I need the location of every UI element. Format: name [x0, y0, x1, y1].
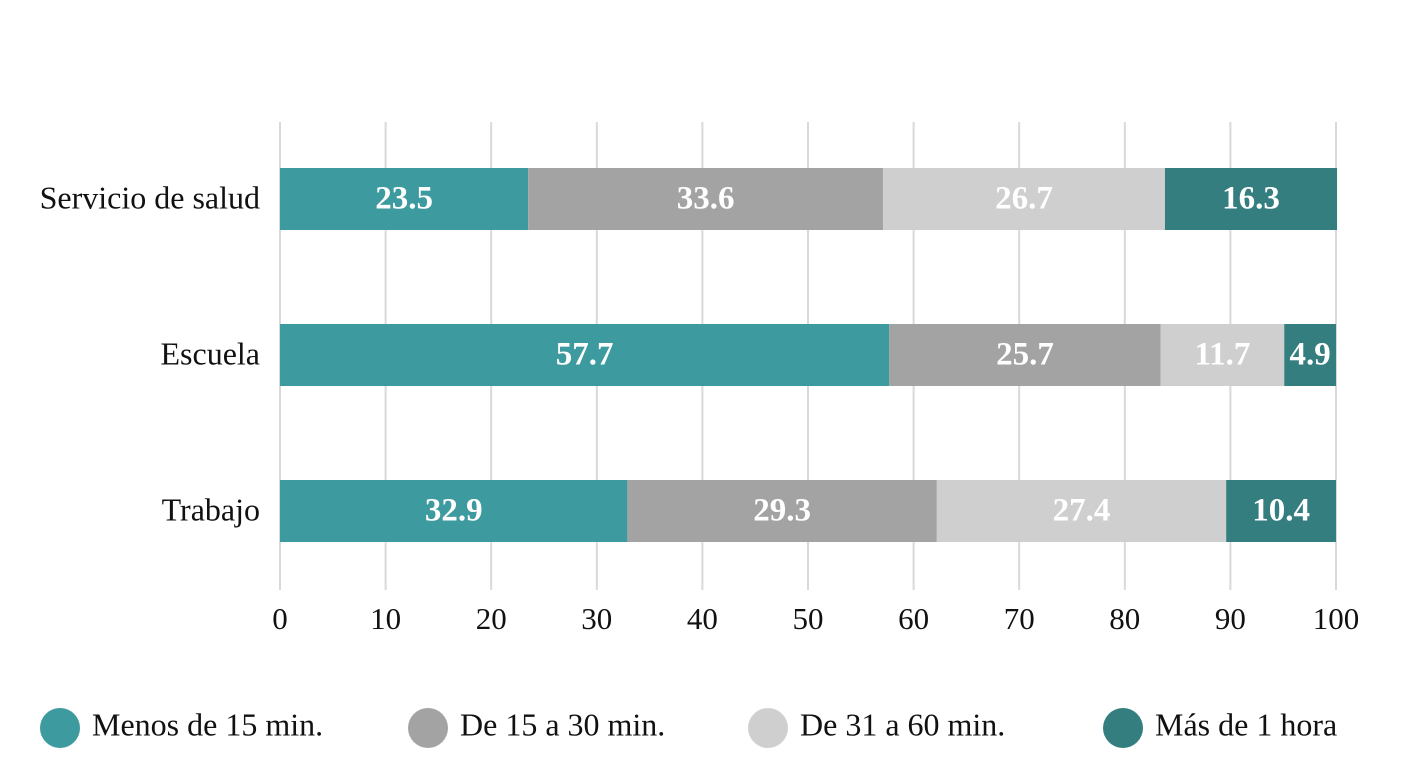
- data-label: 32.9: [425, 493, 483, 529]
- x-tick-label: 20: [476, 601, 507, 636]
- data-label: 11.7: [1195, 337, 1251, 373]
- x-tick-label: 0: [272, 601, 288, 636]
- legend-marker: [408, 708, 448, 748]
- legend-marker: [1103, 708, 1143, 748]
- legend-marker: [40, 708, 80, 748]
- data-label: 27.4: [1053, 493, 1111, 529]
- bar-segment: [889, 324, 1161, 386]
- y-tick-label: Servicio de salud: [40, 179, 260, 215]
- x-tick-label: 70: [1004, 601, 1035, 636]
- data-label: 16.3: [1222, 181, 1280, 217]
- data-label: 25.7: [996, 337, 1054, 373]
- data-label: 57.7: [556, 337, 614, 373]
- data-label: 10.4: [1252, 493, 1310, 529]
- bar-segment: [936, 480, 1227, 542]
- bar-segment: [1164, 168, 1338, 230]
- y-tick-label: Escuela: [161, 335, 261, 371]
- x-tick-label: 10: [370, 601, 401, 636]
- y-tick-label: Trabajo: [162, 491, 260, 527]
- x-tick-label: 40: [687, 601, 718, 636]
- x-tick-label: 100: [1313, 601, 1360, 636]
- legend-label: Menos de 15 min.: [92, 706, 323, 742]
- bar-segment: [528, 168, 883, 230]
- data-label: 23.5: [375, 181, 433, 217]
- x-tick-label: 50: [793, 601, 824, 636]
- bar-segment: [1160, 324, 1285, 386]
- data-label: 26.7: [995, 181, 1053, 217]
- data-label: 4.9: [1290, 337, 1331, 373]
- bar-segment: [627, 480, 937, 542]
- data-label: 33.6: [677, 181, 735, 217]
- legend-label: Más de 1 hora: [1155, 706, 1337, 742]
- bar-segment: [280, 480, 628, 542]
- legend-label: De 31 a 60 min.: [800, 706, 1005, 742]
- data-label: 29.3: [753, 493, 811, 529]
- bar-segment: [882, 168, 1165, 230]
- x-tick-label: 90: [1215, 601, 1246, 636]
- bar-segment: [1284, 324, 1336, 386]
- x-tick-label: 60: [898, 601, 929, 636]
- bar-segment: [280, 168, 529, 230]
- bar-segment: [1226, 480, 1336, 542]
- legend-label: De 15 a 30 min.: [460, 706, 665, 742]
- x-tick-label: 30: [581, 601, 612, 636]
- legend-marker: [748, 708, 788, 748]
- x-tick-label: 80: [1109, 601, 1140, 636]
- bar-segment: [280, 324, 890, 386]
